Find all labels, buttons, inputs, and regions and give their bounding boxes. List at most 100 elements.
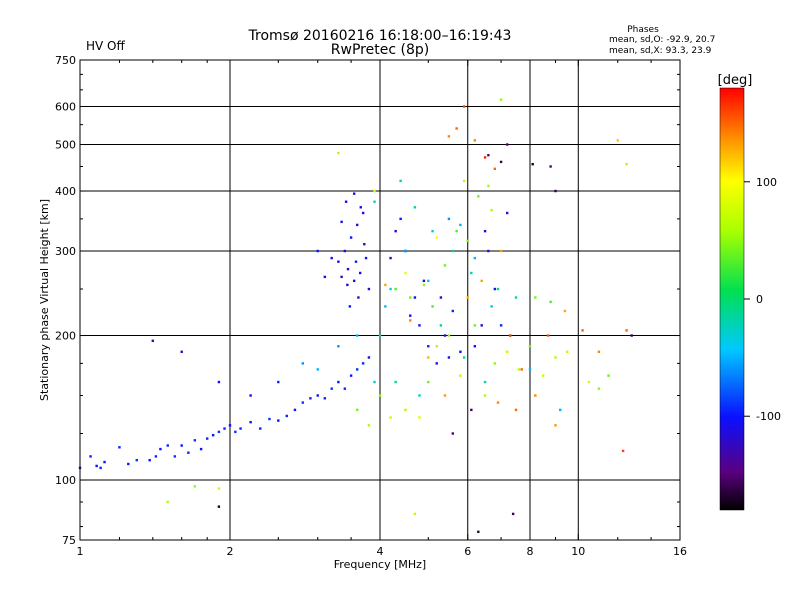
data-point (330, 387, 333, 390)
data-point (490, 208, 493, 212)
data-point (455, 229, 458, 233)
colorbar-label: [deg] (718, 73, 753, 88)
data-point (459, 374, 462, 377)
data-point (384, 283, 387, 287)
data-point (470, 271, 473, 275)
data-point (473, 345, 477, 348)
x-tick-label: 4 (377, 545, 384, 558)
data-point (447, 356, 451, 359)
data-point (487, 154, 490, 157)
data-point (367, 424, 371, 427)
data-point (554, 424, 557, 427)
data-point (487, 249, 490, 253)
data-point (541, 374, 545, 377)
data-point (499, 324, 503, 327)
data-point (89, 455, 92, 458)
data-point (427, 279, 430, 283)
data-point (534, 394, 537, 397)
data-point (277, 419, 280, 422)
data-point (470, 408, 473, 412)
data-point (346, 283, 349, 287)
data-point (477, 195, 480, 198)
data-point (135, 458, 138, 462)
y-tick-label: 300 (55, 245, 76, 258)
data-point (127, 462, 130, 466)
data-point (422, 279, 426, 283)
data-point (349, 236, 353, 239)
chart-subtitle: RwPretec (8p) (331, 42, 429, 58)
data-point (223, 427, 226, 430)
data-point (316, 368, 319, 371)
data-point (549, 165, 552, 168)
data-point (483, 394, 487, 397)
data-point (511, 512, 515, 516)
data-point (349, 374, 353, 377)
data-point (337, 380, 340, 384)
data-point (343, 387, 347, 390)
data-point (228, 424, 232, 427)
data-point (455, 127, 458, 130)
data-point (268, 417, 271, 421)
data-point (205, 437, 209, 440)
data-point (346, 267, 350, 271)
data-point (439, 324, 443, 327)
chart-title: Tromsø 20160216 16:18:00–16:19:43 (248, 28, 512, 44)
data-points (78, 98, 633, 534)
data-point (466, 239, 469, 243)
data-point (323, 397, 327, 400)
data-point (355, 368, 359, 371)
data-point (399, 179, 402, 183)
data-point (348, 305, 352, 308)
x-tick-label: 2 (227, 545, 234, 558)
data-point (389, 256, 392, 260)
data-point (394, 287, 397, 291)
data-point (316, 249, 319, 253)
data-point (451, 249, 455, 253)
data-point (259, 427, 262, 430)
data-point (443, 394, 447, 397)
data-point (534, 296, 537, 299)
data-point (330, 256, 333, 260)
data-point (344, 200, 348, 203)
data-point (473, 324, 477, 327)
data-point (451, 432, 455, 435)
data-point (621, 449, 625, 453)
y-tick-label: 400 (55, 185, 76, 198)
data-point (625, 162, 628, 166)
data-point (394, 229, 397, 233)
data-point (505, 350, 509, 353)
data-point (301, 401, 305, 404)
data-point (180, 444, 183, 447)
data-point (447, 334, 451, 337)
data-point (435, 236, 438, 239)
data-point (462, 105, 466, 108)
data-point (413, 512, 417, 516)
data-point (422, 283, 426, 287)
data-point (355, 408, 359, 412)
data-point (473, 256, 477, 260)
data-point (358, 271, 362, 275)
data-point (343, 249, 347, 253)
data-point (462, 179, 466, 183)
data-point (234, 430, 237, 434)
data-point (607, 374, 610, 377)
data-point (431, 229, 434, 233)
y-tick-label: 200 (55, 330, 76, 343)
data-point (480, 279, 483, 283)
data-point (581, 329, 584, 332)
data-point (354, 260, 358, 263)
data-point (355, 223, 359, 227)
data-point (587, 380, 591, 384)
data-point (483, 229, 487, 233)
data-point (528, 368, 532, 371)
data-point (451, 309, 455, 313)
data-point (95, 464, 98, 468)
data-point (378, 394, 382, 397)
data-point (193, 439, 197, 442)
data-point (159, 447, 162, 451)
x-tick-label: 1 (77, 545, 84, 558)
data-point (166, 444, 169, 447)
data-point (389, 416, 392, 419)
data-point (514, 296, 518, 299)
